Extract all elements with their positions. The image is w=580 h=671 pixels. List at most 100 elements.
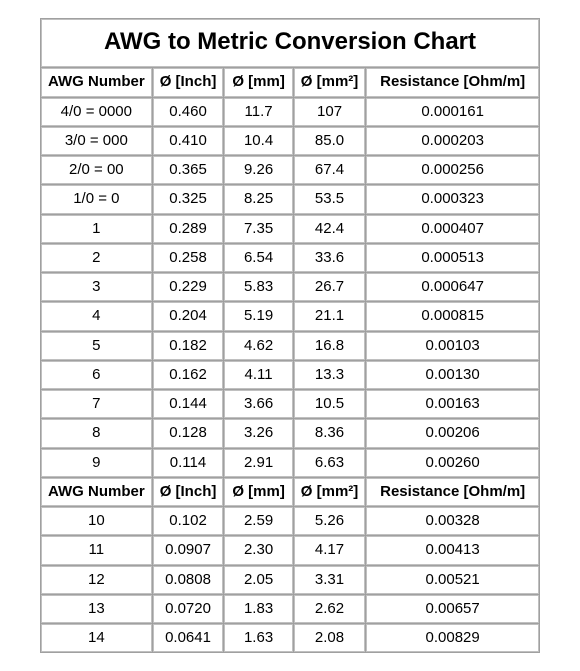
table-cell: 2.30 <box>224 536 292 564</box>
table-cell: 0.114 <box>153 449 224 477</box>
table-cell: 0.00163 <box>366 390 539 418</box>
table-row: 20.2586.5433.60.000513 <box>41 244 539 272</box>
table-cell: 107 <box>294 98 366 126</box>
table-cell: 0.102 <box>153 507 224 535</box>
table-cell: 0.000256 <box>366 156 539 184</box>
table-cell: 42.4 <box>294 215 366 243</box>
table-cell: 0.0907 <box>153 536 224 564</box>
table-cell: 4.62 <box>224 332 292 360</box>
table-cell: 4.17 <box>294 536 366 564</box>
table-cell: 3 <box>41 273 152 301</box>
table-cell: 0.204 <box>153 302 224 330</box>
table-cell: 0.0808 <box>153 566 224 594</box>
table-row: 40.2045.1921.10.000815 <box>41 302 539 330</box>
table-cell: 2.05 <box>224 566 292 594</box>
table-cell: 0.460 <box>153 98 224 126</box>
table-cell: 3.31 <box>294 566 366 594</box>
table-row: 140.06411.632.080.00829 <box>41 624 539 652</box>
table-cell: 0.000161 <box>366 98 539 126</box>
column-header: Resistance [Ohm/m] <box>366 68 539 96</box>
column-header: Ø [Inch] <box>153 68 224 96</box>
table-cell: 0.144 <box>153 390 224 418</box>
table-cell: 2.91 <box>224 449 292 477</box>
table-row: 60.1624.1113.30.00130 <box>41 361 539 389</box>
table-cell: 0.410 <box>153 127 224 155</box>
table-cell: 6.54 <box>224 244 292 272</box>
table-cell: 0.289 <box>153 215 224 243</box>
table-cell: 0.00829 <box>366 624 539 652</box>
table-cell: 10.4 <box>224 127 292 155</box>
table-cell: 0.000323 <box>366 185 539 213</box>
table-cell: 7 <box>41 390 152 418</box>
column-header: AWG Number <box>41 478 152 506</box>
table-cell: 0.00103 <box>366 332 539 360</box>
table-cell: 1 <box>41 215 152 243</box>
table-row: 10.2897.3542.40.000407 <box>41 215 539 243</box>
table-cell: 0.00521 <box>366 566 539 594</box>
table-row: 2/0 = 000.3659.2667.40.000256 <box>41 156 539 184</box>
table-cell: 26.7 <box>294 273 366 301</box>
table-row: 80.1283.268.360.00206 <box>41 419 539 447</box>
table-cell: 9 <box>41 449 152 477</box>
column-header: Ø [mm] <box>224 68 292 96</box>
table-cell: 10.5 <box>294 390 366 418</box>
table-cell: 2 <box>41 244 152 272</box>
table-cell: 0.365 <box>153 156 224 184</box>
table-cell: 10 <box>41 507 152 535</box>
table-header-row: AWG NumberØ [Inch]Ø [mm]Ø [mm²]Resistanc… <box>41 68 539 96</box>
table-row: 30.2295.8326.70.000647 <box>41 273 539 301</box>
table-cell: 4 <box>41 302 152 330</box>
table-cell: 6.63 <box>294 449 366 477</box>
table-cell: 85.0 <box>294 127 366 155</box>
table-cell: 4/0 = 0000 <box>41 98 152 126</box>
table-header-row: AWG NumberØ [Inch]Ø [mm]Ø [mm²]Resistanc… <box>41 478 539 506</box>
table-cell: 6 <box>41 361 152 389</box>
table-cell: 0.325 <box>153 185 224 213</box>
table-cell: 1.83 <box>224 595 292 623</box>
table-row: 100.1022.595.260.00328 <box>41 507 539 535</box>
table-cell: 0.000647 <box>366 273 539 301</box>
table-cell: 11.7 <box>224 98 292 126</box>
table-cell: 13 <box>41 595 152 623</box>
table-cell: 11 <box>41 536 152 564</box>
table-row: 110.09072.304.170.00413 <box>41 536 539 564</box>
table-cell: 0.000203 <box>366 127 539 155</box>
table-cell: 2.59 <box>224 507 292 535</box>
table-cell: 14 <box>41 624 152 652</box>
table-cell: 16.8 <box>294 332 366 360</box>
table-cell: 0.00130 <box>366 361 539 389</box>
table-cell: 0.000407 <box>366 215 539 243</box>
table-row: 50.1824.6216.80.00103 <box>41 332 539 360</box>
table-row: 130.07201.832.620.00657 <box>41 595 539 623</box>
awg-conversion-table: AWG to Metric Conversion ChartAWG Number… <box>40 18 540 653</box>
table-cell: 1/0 = 0 <box>41 185 152 213</box>
table-cell: 7.35 <box>224 215 292 243</box>
table-cell: 5.19 <box>224 302 292 330</box>
table-cell: 2.62 <box>294 595 366 623</box>
table-cell: 13.3 <box>294 361 366 389</box>
table-row: 1/0 = 00.3258.2553.50.000323 <box>41 185 539 213</box>
table-cell: 0.00260 <box>366 449 539 477</box>
table-cell: 2/0 = 00 <box>41 156 152 184</box>
table-cell: 0.000513 <box>366 244 539 272</box>
table-cell: 5 <box>41 332 152 360</box>
table-cell: 1.63 <box>224 624 292 652</box>
table-cell: 5.83 <box>224 273 292 301</box>
table-cell: 2.08 <box>294 624 366 652</box>
page-container: AWG to Metric Conversion ChartAWG Number… <box>0 0 580 671</box>
table-cell: 12 <box>41 566 152 594</box>
table-cell: 0.0641 <box>153 624 224 652</box>
table-cell: 0.00413 <box>366 536 539 564</box>
table-row: 90.1142.916.630.00260 <box>41 449 539 477</box>
table-cell: 5.26 <box>294 507 366 535</box>
table-row: 120.08082.053.310.00521 <box>41 566 539 594</box>
table-cell: 8 <box>41 419 152 447</box>
chart-title: AWG to Metric Conversion Chart <box>41 19 539 67</box>
table-cell: 33.6 <box>294 244 366 272</box>
table-cell: 0.00206 <box>366 419 539 447</box>
table-cell: 67.4 <box>294 156 366 184</box>
column-header: AWG Number <box>41 68 152 96</box>
table-cell: 9.26 <box>224 156 292 184</box>
table-cell: 3.66 <box>224 390 292 418</box>
table-row: 70.1443.6610.50.00163 <box>41 390 539 418</box>
